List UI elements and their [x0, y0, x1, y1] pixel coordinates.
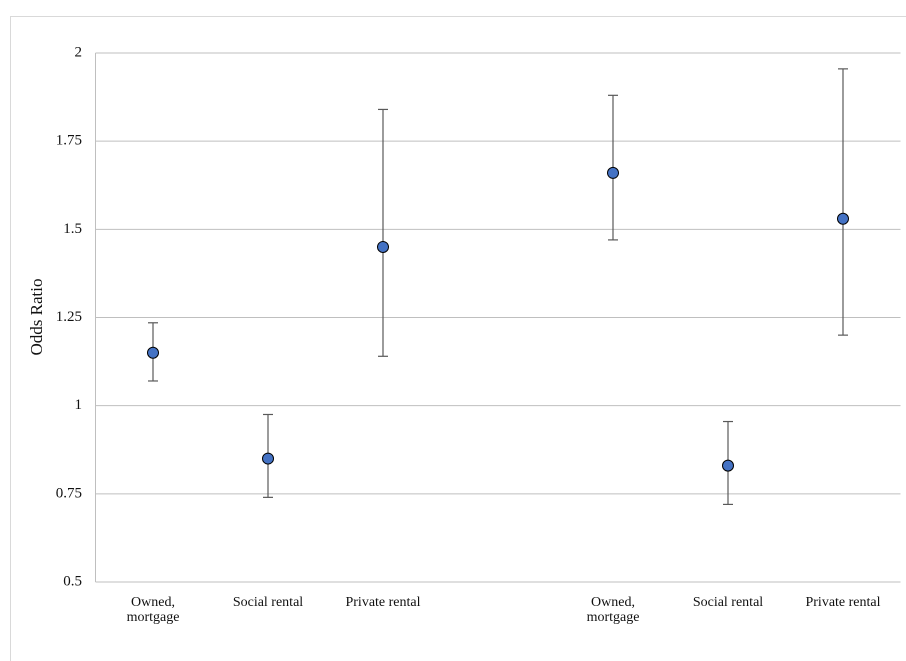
chart-frame: [10, 16, 906, 661]
point: [607, 166, 619, 179]
y-tick-label: 0.75: [56, 485, 82, 501]
x-tick-label: Social rental: [692, 595, 764, 610]
y-tick-label: 1.25: [56, 309, 82, 325]
x-tick-label: Owned, mortgage: [126, 595, 180, 625]
y-tick-label: 1: [75, 397, 83, 413]
point: [262, 452, 274, 465]
point: [377, 240, 389, 253]
y-tick-label: 1.75: [56, 133, 82, 149]
x-tick-label: Owned, mortgage: [586, 595, 640, 625]
y-tick-label: 1.5: [63, 221, 82, 237]
point: [837, 212, 849, 225]
x-tick-label: Private rental: [345, 595, 421, 610]
y-tick-label: 2: [75, 44, 83, 60]
y-tick-label: 0.5: [63, 573, 82, 589]
x-tick-label: Social rental: [232, 595, 304, 610]
y-axis-label: Odds Ratio: [27, 279, 46, 356]
point: [147, 346, 159, 359]
point: [722, 459, 734, 472]
x-tick-label: Private rental: [805, 595, 881, 610]
